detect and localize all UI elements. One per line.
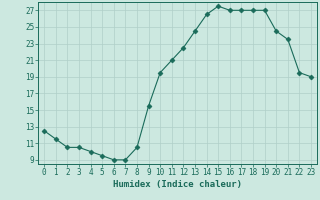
X-axis label: Humidex (Indice chaleur): Humidex (Indice chaleur): [113, 180, 242, 189]
